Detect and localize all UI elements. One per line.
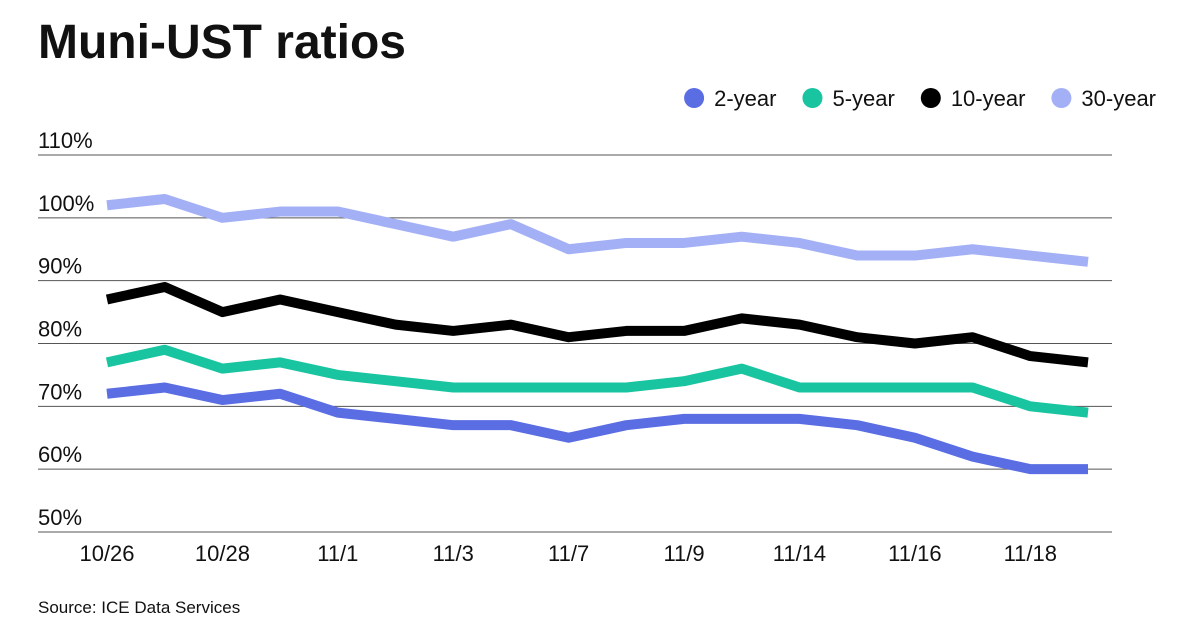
legend-label: 30-year	[1081, 86, 1156, 111]
legend-marker	[684, 88, 705, 108]
series-line	[105, 344, 1089, 418]
legend-label: 2-year	[714, 86, 776, 111]
y-tick-label: 80%	[38, 317, 82, 342]
y-tick-label: 100%	[38, 191, 94, 216]
legend-label: 10-year	[951, 86, 1026, 111]
x-tick-label: 11/7	[548, 541, 589, 566]
x-tick-label: 11/3	[433, 541, 474, 566]
x-tick-label: 11/16	[888, 541, 941, 566]
source: Source: ICE Data Services	[38, 598, 240, 617]
series-line	[106, 382, 1088, 475]
y-tick-label: 110%	[38, 128, 93, 153]
y-tick-label: 70%	[38, 379, 82, 404]
y-tick-label: 90%	[38, 254, 82, 279]
legend-marker	[802, 88, 823, 108]
y-tick-label: 50%	[38, 505, 82, 530]
x-tick-label: 10/26	[79, 541, 134, 566]
legend-marker	[920, 88, 941, 108]
legend-marker	[1051, 88, 1072, 108]
x-tick-label: 11/14	[773, 541, 826, 566]
series-line	[105, 281, 1089, 368]
legend-label: 5-year	[832, 86, 894, 111]
chart-title: Muni-UST ratios	[38, 16, 406, 69]
x-tick-label: 11/1	[317, 541, 358, 566]
x-tick-label: 11/9	[663, 541, 704, 566]
series-line	[106, 193, 1089, 267]
x-tick-label: 10/28	[195, 541, 250, 566]
y-tick-label: 60%	[38, 442, 82, 467]
x-tick-label: 11/18	[1004, 541, 1057, 566]
